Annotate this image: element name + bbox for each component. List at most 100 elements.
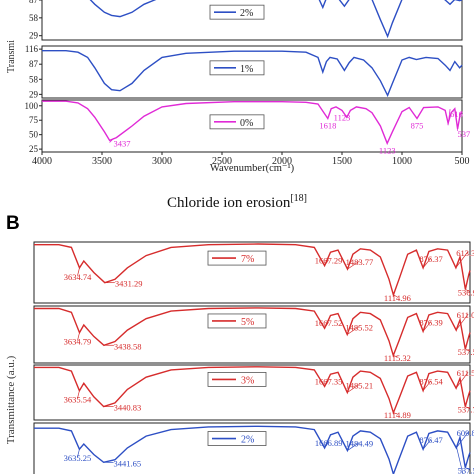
- panel-a-xtick-label: 1000: [392, 156, 412, 167]
- panel-b-annotation-label: 3440.83: [114, 403, 142, 413]
- panel-b-chart: Transmittance (a.u.) 7% 3634.74 3431.29 1667…: [5, 241, 474, 474]
- panel-a-annotation-label: 1123: [334, 112, 351, 122]
- panel-b-annotation-label: 3438.58: [114, 341, 142, 351]
- panel-b-annotation-arrow: [347, 442, 360, 451]
- panel-a-series-line: [89, 0, 463, 39]
- panel-a-subplot-frame: [41, 0, 463, 41]
- panel-b-annotation-arrow: [77, 332, 80, 341]
- panel-b-legend-box: [207, 371, 267, 387]
- panel-b-annotation-arrow: [455, 313, 469, 331]
- panel-b-subplot-frame: [33, 422, 471, 474]
- panel-b-annotation-label: 609.86: [457, 428, 474, 438]
- panel-b-annotation-arrow: [422, 257, 432, 268]
- panel-b-annotation-arrow: [347, 326, 360, 335]
- panel-a-subplot-frame: [41, 99, 463, 153]
- panel-b-annotation-arrow: [347, 260, 360, 270]
- panel-b-annotation-arrow: [393, 412, 398, 415]
- panel-b-legend-label: 5%: [241, 317, 254, 328]
- panel-b-annotation-label: 1114.89: [384, 410, 411, 420]
- panel-b-annotation-arrow: [393, 294, 398, 298]
- panel-b-annotation-arrow: [422, 321, 432, 332]
- panel-b-annotation-arrow: [324, 380, 329, 387]
- panel-b-annotation-label: 1667.52: [315, 318, 343, 328]
- panel-a-xtick-label: 2500: [212, 156, 232, 167]
- panel-b-annotation-arrow: [465, 289, 470, 292]
- panel-b-legend-label: 2%: [241, 435, 254, 446]
- panel-b-annotation-arrow: [393, 355, 398, 358]
- panel-a-ytick-label: 25: [29, 144, 39, 154]
- panel-a-series-line: [42, 50, 463, 98]
- panel-b-annotation-arrow: [347, 384, 360, 393]
- panel-b-annotation-arrow: [77, 449, 80, 458]
- panel-b-annotation-label: 537.51: [458, 466, 474, 474]
- panel-a-ytick-label: 50: [29, 130, 39, 140]
- panel-a-legend-box: [209, 4, 265, 20]
- panel-b-ylabel: Transmittance (a.u.): [5, 355, 17, 444]
- panel-a-ytick-label: 29: [29, 89, 39, 99]
- panel-a-ytick-label: 58: [29, 13, 39, 23]
- panel-b-annotation-arrow: [465, 467, 470, 470]
- caption-reference: [18]: [290, 193, 307, 204]
- panel-a-legend-label: 1%: [240, 64, 253, 75]
- panel-b-legend-box: [207, 250, 267, 266]
- panel-b-annotation-label: 613.31: [456, 248, 474, 258]
- panel-b-annotation-label: 1667.35: [315, 376, 343, 386]
- panel-b-annotation-label: 1485.52: [345, 323, 373, 333]
- panel-b-annotation-label: 876.47: [419, 435, 442, 445]
- panel-b-annotation-label: 876.39: [419, 317, 442, 327]
- panel-a-ytick-label: 116: [25, 44, 39, 54]
- panel-a-ytick-label: 87: [29, 59, 39, 69]
- panel-a-annotation-label: 3437: [114, 138, 131, 148]
- panel-b-annotation-arrow: [422, 439, 432, 450]
- panel-b-annotation-label: 1666.89: [315, 438, 343, 448]
- panel-b-annotation-label: 3431.29: [115, 279, 143, 289]
- panel-b-subplot-3: 3% 3635.54 3440.83 1667.35 1485.21 1114.89 876…: [33, 364, 474, 421]
- panel-b-annotation-label: 3634.74: [64, 272, 92, 282]
- panel-a-chart: Transmi 29 58 87 2% 29 58 87 116 1% 25 50 75 100 0% 343…: [6, 0, 470, 174]
- panel-b-annotation-label: 3634.79: [64, 337, 92, 347]
- panel-a-xtick-label: 2000: [272, 156, 292, 167]
- panel-b-subplot-2: 5% 3634.79 3438.58 1667.52 1485.52 1115.32 876…: [33, 305, 474, 364]
- panel-b-annotation-label: 537.51: [458, 347, 474, 357]
- panel-a-legend-box: [209, 114, 265, 130]
- panel-b-annotation-arrow: [456, 447, 464, 474]
- panel-b-annotation-label: 1484.49: [346, 439, 374, 449]
- panel-a-ytick-label: 58: [29, 74, 39, 84]
- panel-a-ytick-label: 29: [29, 31, 39, 41]
- panel-a-xtick-label: 3000: [152, 156, 172, 167]
- panel-a-xtick-label: 3500: [92, 156, 112, 167]
- panel-b-annotation-arrow: [455, 372, 469, 389]
- panel-b-annotation-arrow: [465, 348, 470, 352]
- panel-a-annotation-label: 616: [450, 109, 463, 119]
- panel-b-letter: B: [6, 213, 20, 234]
- panel-a-legend-label: 2%: [240, 8, 253, 19]
- panel-a-xtick-label: 4000: [32, 156, 52, 167]
- panel-b-annotation-arrow: [455, 251, 469, 268]
- panel-b-annotation-arrow: [324, 441, 329, 449]
- panel-b-annotation-label: 3441.65: [114, 458, 142, 468]
- panel-b-annotation-arrow: [422, 380, 432, 391]
- panel-b-annotation-label: 1115.21: [384, 472, 411, 474]
- panel-a-ytick-label: 100: [25, 101, 39, 111]
- panel-a-annotation-label: 1123: [379, 145, 396, 155]
- panel-b-annotation-label: 3635.25: [64, 453, 92, 463]
- panel-a-legend-box: [209, 60, 265, 76]
- panel-b-annotation-arrow: [456, 431, 469, 449]
- panel-b-annotation-arrow: [324, 259, 329, 266]
- caption-text: Chloride ion erosion: [167, 195, 291, 211]
- panel-b-annotation-arrow: [77, 390, 80, 399]
- panel-a-subplot-1: 29 58 87 2%: [29, 0, 463, 41]
- panel-b-annotation-label: 1114.96: [384, 293, 411, 303]
- panel-b-annotation-arrow: [465, 406, 470, 409]
- panel-b-legend-label: 3%: [241, 375, 254, 386]
- panel-a-xtick-label: 1500: [332, 156, 352, 167]
- panel-b-subplot-1: 7% 3634.74 3431.29 1667.29 1483.77 1114.96 876…: [33, 241, 474, 304]
- panel-b-legend-label: 7%: [241, 254, 254, 265]
- panel-b-annotation-label: 537.72: [458, 405, 474, 415]
- panel-a-subplot-frame: [41, 45, 463, 99]
- panel-b-annotation-label: 1115.32: [384, 353, 411, 363]
- panel-b-annotation-label: 611.01: [457, 310, 474, 320]
